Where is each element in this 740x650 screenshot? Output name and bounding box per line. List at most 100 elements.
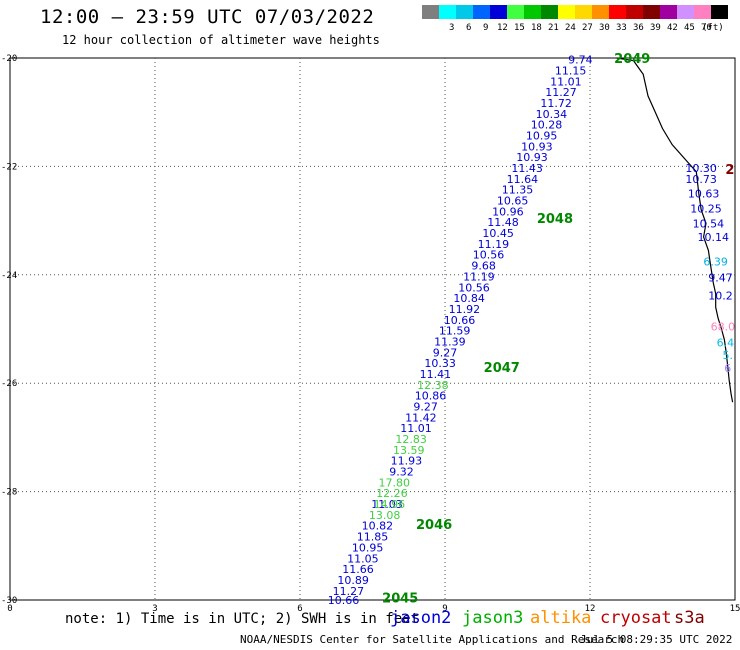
- swh-data-label: 11.19: [463, 270, 495, 283]
- swh-data-label: 11.39: [434, 335, 466, 348]
- y-tick-label: -22: [1, 162, 17, 172]
- scale-label: 3: [449, 23, 455, 33]
- scale-swatch: [456, 5, 473, 19]
- swh-data-label: 5.: [723, 349, 734, 362]
- swh-data-label: 11.59: [439, 325, 471, 338]
- page-subtitle: 12 hour collection of altimeter wave hei…: [62, 33, 380, 47]
- swh-data-label: 9.32: [389, 466, 414, 479]
- plot-frame: [9, 57, 736, 601]
- swh-data-label: 10.33: [424, 357, 456, 370]
- swh-data-label: 9.27: [413, 401, 438, 414]
- swh-data-label: 11.92: [449, 303, 481, 316]
- swh-data-label: 10.93: [521, 140, 553, 153]
- legend-label: cryosat: [600, 608, 672, 628]
- swh-data-label: 10.56: [473, 249, 505, 262]
- swh-data-label: 10.82: [362, 520, 394, 533]
- x-tick-label: 12: [585, 604, 596, 614]
- scale-swatch: [422, 5, 439, 19]
- x-tick-label: 15: [730, 604, 740, 614]
- scale-swatch: [541, 5, 558, 19]
- swh-data-label: 10.66: [444, 314, 476, 327]
- swh-data-label: 10.66: [328, 594, 360, 607]
- swh-data-label: 11.05: [347, 552, 379, 565]
- scale-label: 6: [466, 23, 472, 33]
- page-title: 12:00 – 23:59 UTC 07/03/2022: [40, 6, 375, 28]
- swh-data-label: 9.47: [708, 272, 733, 285]
- swh-data-label: 11.66: [342, 563, 374, 576]
- swh-data-label: 12.83: [395, 433, 427, 446]
- scale-label: 42: [667, 23, 678, 33]
- swh-data-label: 17.80: [379, 476, 411, 489]
- swh-data-label: 9.74: [568, 54, 593, 67]
- scale-label: 39: [650, 23, 661, 33]
- swh-data-label: 6.39: [703, 255, 728, 268]
- scale-swatch: [643, 5, 660, 19]
- swh-data-label: 11.93: [391, 455, 423, 468]
- swh-data-label: 11.42: [405, 411, 437, 424]
- legend-cryosat: cryosat: [600, 608, 672, 628]
- swh-data-label: 10.34: [536, 108, 568, 121]
- swh-data-label: 10.54: [693, 217, 725, 230]
- swh-data-label: 10.63: [688, 188, 720, 201]
- track-number-label: 2046: [416, 518, 452, 533]
- scale-label: 36: [633, 23, 644, 33]
- swh-data-label: 10.14: [698, 231, 730, 244]
- swh-data-label: 10.84: [453, 292, 485, 305]
- scale-swatch: [609, 5, 626, 19]
- swh-data-label: 12.26: [376, 487, 408, 500]
- scale-label: 30: [599, 23, 610, 33]
- legend-jason2: jason2: [390, 608, 451, 628]
- scale-label: 70: [701, 23, 712, 33]
- legend-s3a: s3a: [674, 608, 705, 628]
- scale-swatch: [524, 5, 541, 19]
- legend-jason3: jason3: [462, 608, 523, 628]
- scale-swatch: [592, 5, 609, 19]
- swh-data-label: 10.73: [685, 173, 717, 186]
- y-tick-label: -28: [1, 488, 17, 498]
- scale-swatch: [473, 5, 490, 19]
- track-number-label: 2049: [614, 52, 650, 67]
- swh-data-label: 10.95: [352, 541, 384, 554]
- scale-unit: (ft): [702, 23, 724, 33]
- swh-data-label: 13.59: [393, 444, 425, 457]
- scale-swatch: [677, 5, 694, 19]
- swh-data-label: 10.45: [482, 227, 514, 240]
- scale-swatch: [439, 5, 456, 19]
- swh-data-label: 6.4: [717, 337, 735, 350]
- swh-data-label: 11.01: [550, 75, 582, 88]
- swh-data-label: 11.15: [555, 64, 587, 77]
- swh-data-label: 68.0: [711, 320, 736, 333]
- swh-data-label: 11.19: [478, 238, 510, 251]
- swh-data-label: 10.25: [690, 203, 722, 216]
- swh-data-label: 10.56: [458, 281, 490, 294]
- scale-label: 27: [582, 23, 593, 33]
- y-tick-label: -24: [1, 271, 17, 281]
- generated-timestamp: Jul 5 08:29:35 UTC 2022: [580, 633, 733, 646]
- x-tick-label: 6: [297, 604, 302, 614]
- color-scale-legend: 3 6 9 12 15 18 21 24 27 30 33 36 39 42 45 70 (ft): [422, 5, 740, 37]
- swh-data-label: 11.43: [511, 162, 543, 175]
- swh-data-label: 10.86: [415, 390, 447, 403]
- legend-label: jason2: [390, 608, 452, 628]
- swh-data-label: 10.28: [531, 119, 563, 132]
- swh-data-label: 11.35: [502, 184, 534, 197]
- swh-data-label: 11.41: [420, 368, 452, 381]
- swh-data-label: 11.27: [333, 585, 365, 598]
- swh-data-label: 9.68: [471, 260, 496, 273]
- swh-data-label: 10.2: [708, 289, 733, 302]
- scale-label: 24: [565, 23, 576, 33]
- y-tick-label: -20: [1, 54, 17, 64]
- scale-swatch: [711, 5, 728, 19]
- scale-swatch: [575, 5, 592, 19]
- legend-label: s3a: [674, 608, 705, 628]
- coastline: [616, 57, 734, 403]
- scale-label: 18: [531, 23, 542, 33]
- x-tick-label: 9: [442, 604, 447, 614]
- swh-data-label: 11.64: [507, 173, 539, 186]
- y-tick-label: -30: [1, 596, 17, 606]
- swh-data-label: 6: [724, 362, 731, 375]
- scale-label: 15: [514, 23, 525, 33]
- scale-swatch: [660, 5, 677, 19]
- swh-data-label: 10.65: [497, 195, 529, 208]
